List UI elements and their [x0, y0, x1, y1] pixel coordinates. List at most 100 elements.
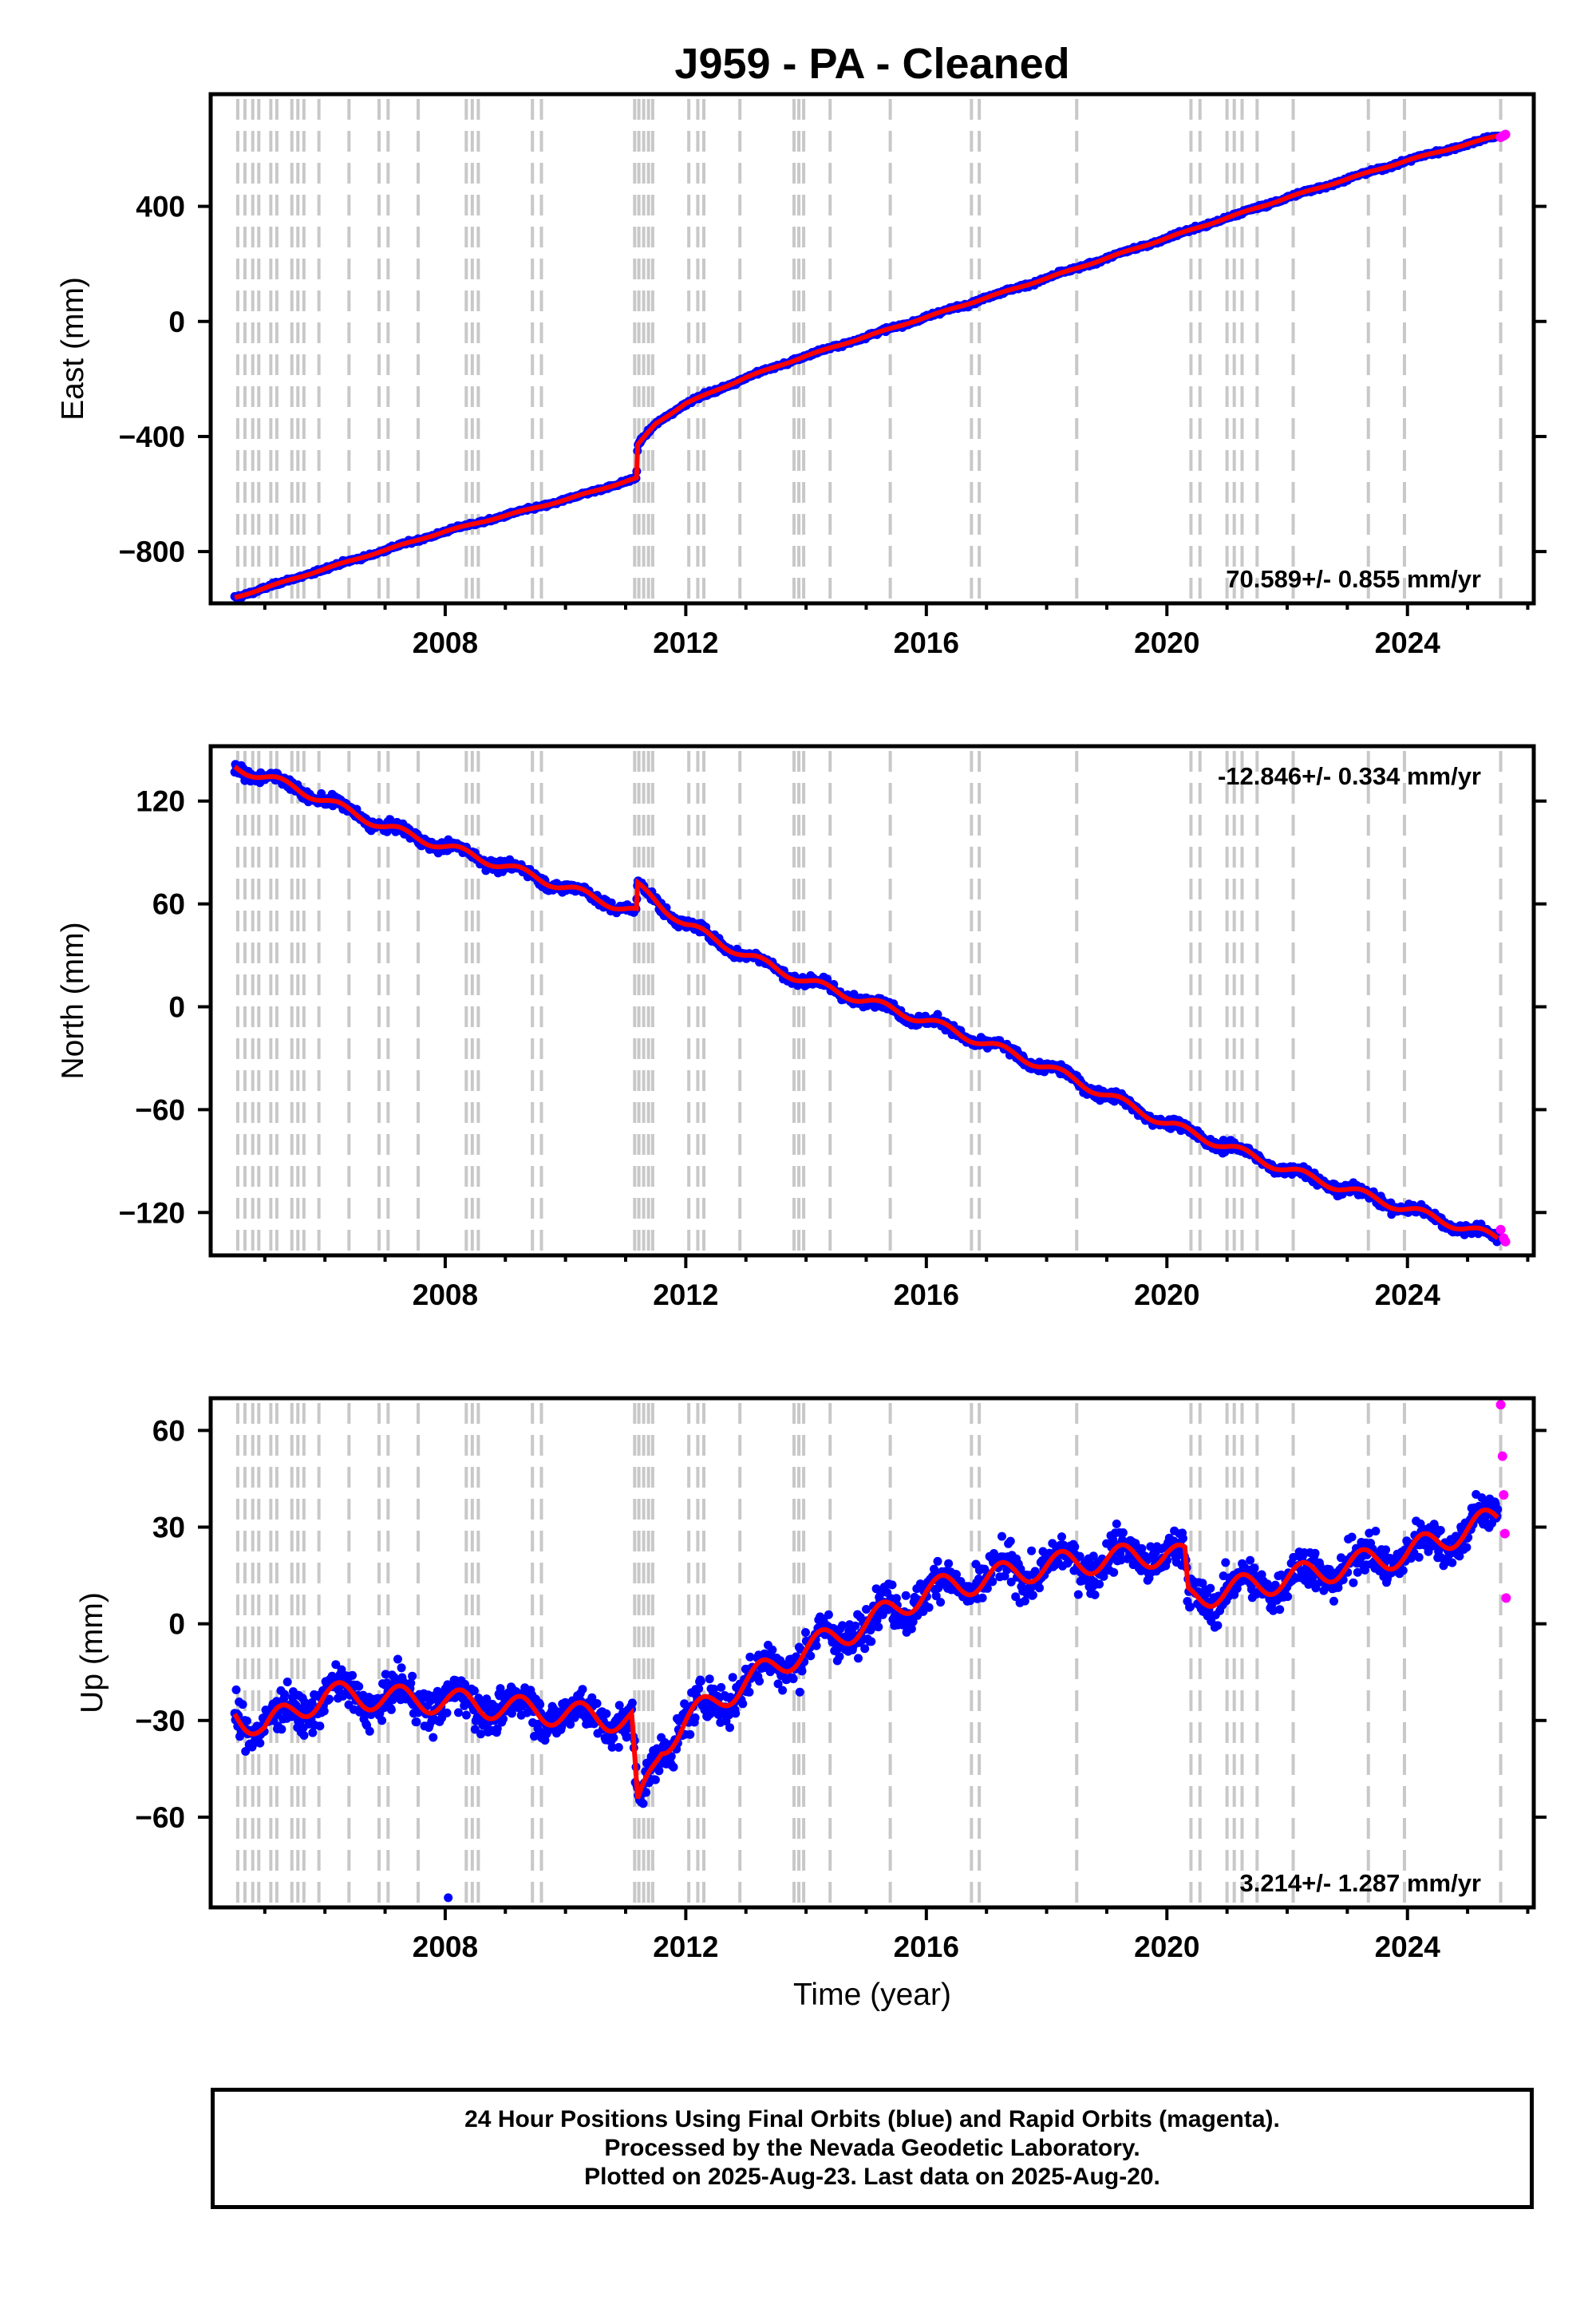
data-point — [592, 1699, 602, 1708]
data-point — [354, 1682, 364, 1691]
y-tick-label: 0 — [168, 991, 185, 1024]
rapid-orbit-point — [1495, 1224, 1506, 1235]
data-point — [469, 1686, 479, 1695]
y-tick-label: −800 — [119, 536, 185, 568]
y-tick-label: −60 — [135, 1093, 185, 1126]
y-tick-label: 120 — [136, 785, 185, 818]
data-point — [795, 1687, 804, 1697]
data-point — [669, 1762, 678, 1772]
data-point — [627, 1698, 637, 1708]
x-tick-label: 2008 — [413, 626, 478, 659]
data-point — [936, 1598, 946, 1607]
x-tick-label: 2012 — [653, 1279, 718, 1311]
x-tick-label: 2024 — [1375, 1279, 1441, 1311]
data-point — [1028, 1591, 1037, 1600]
y-tick-label: 60 — [152, 888, 185, 921]
data-point — [654, 1766, 664, 1776]
plot-frame — [208, 92, 1536, 606]
x-tick-label: 2008 — [413, 1279, 478, 1311]
data-point — [685, 1729, 695, 1739]
data-point — [755, 1677, 764, 1686]
data-point — [1027, 1546, 1037, 1555]
data-point — [408, 1671, 417, 1681]
y-tick-label: −400 — [119, 421, 185, 453]
velocity-rate-label: -12.846+/- 0.334 mm/yr — [1218, 762, 1481, 790]
data-point — [728, 1673, 737, 1682]
data-point — [860, 1644, 870, 1654]
y-tick-label: −120 — [119, 1196, 185, 1229]
data-point — [731, 1709, 741, 1718]
data-point — [1057, 1532, 1066, 1542]
data-point — [442, 1708, 452, 1717]
data-point — [454, 1708, 463, 1717]
model-fit-line — [234, 133, 1499, 600]
data-point — [578, 1685, 587, 1694]
chart-title: J959 - PA - Cleaned — [674, 40, 1069, 88]
data-point — [887, 1580, 897, 1590]
data-point — [461, 1710, 471, 1720]
data-point — [315, 1721, 325, 1731]
data-point — [386, 1705, 396, 1714]
data-point — [717, 1682, 726, 1692]
data-point — [824, 1610, 833, 1619]
data-point — [924, 1603, 934, 1612]
data-point — [255, 1738, 265, 1748]
data-point — [609, 1733, 618, 1742]
data-point — [1109, 1567, 1119, 1577]
final-orbit-points — [230, 1490, 1503, 1808]
data-point — [348, 1670, 358, 1680]
data-point — [429, 1733, 438, 1742]
data-point — [801, 1628, 810, 1637]
y-tick-label: 400 — [136, 191, 185, 223]
data-point — [377, 1716, 387, 1725]
data-point — [614, 1743, 623, 1752]
data-point — [1090, 1590, 1100, 1599]
data-point — [319, 1706, 329, 1716]
data-point — [365, 1726, 374, 1736]
data-point — [725, 1723, 734, 1733]
data-point — [812, 1641, 821, 1650]
data-point — [1073, 1590, 1083, 1599]
data-point — [806, 1651, 816, 1661]
data-point — [690, 1713, 700, 1722]
data-point — [602, 1709, 611, 1718]
x-tick-label: 2012 — [653, 626, 718, 659]
data-point — [797, 1666, 807, 1676]
rapid-orbit-point — [1500, 1236, 1511, 1247]
data-point — [768, 1645, 777, 1654]
final-orbit-points — [230, 131, 1503, 603]
data-point — [933, 1556, 942, 1566]
data-point — [1005, 1536, 1015, 1546]
y-tick-label: 0 — [168, 306, 185, 338]
data-point — [978, 1593, 987, 1603]
data-point — [901, 1591, 911, 1600]
data-point — [1118, 1528, 1128, 1537]
data-point — [1112, 1520, 1121, 1528]
data-point — [397, 1663, 406, 1673]
data-point — [412, 1717, 421, 1727]
y-axis-label: North (mm) — [56, 922, 90, 1079]
data-point — [705, 1674, 714, 1684]
data-point — [231, 1685, 241, 1694]
data-point — [988, 1577, 998, 1587]
rapid-orbit-point — [1500, 129, 1511, 140]
data-point — [696, 1677, 705, 1686]
data-point — [243, 1716, 251, 1725]
x-tick-label: 2020 — [1134, 626, 1199, 659]
data-point — [277, 1725, 286, 1734]
data-point — [393, 1654, 402, 1664]
data-point — [778, 1686, 788, 1695]
data-point — [650, 1775, 660, 1784]
data-point — [282, 1678, 292, 1686]
data-point — [738, 1699, 748, 1709]
x-tick-label: 2016 — [894, 1279, 959, 1311]
data-point — [1070, 1542, 1080, 1551]
data-point — [1095, 1579, 1104, 1589]
data-point — [280, 1690, 289, 1699]
data-point — [867, 1637, 876, 1646]
data-point — [874, 1622, 883, 1632]
